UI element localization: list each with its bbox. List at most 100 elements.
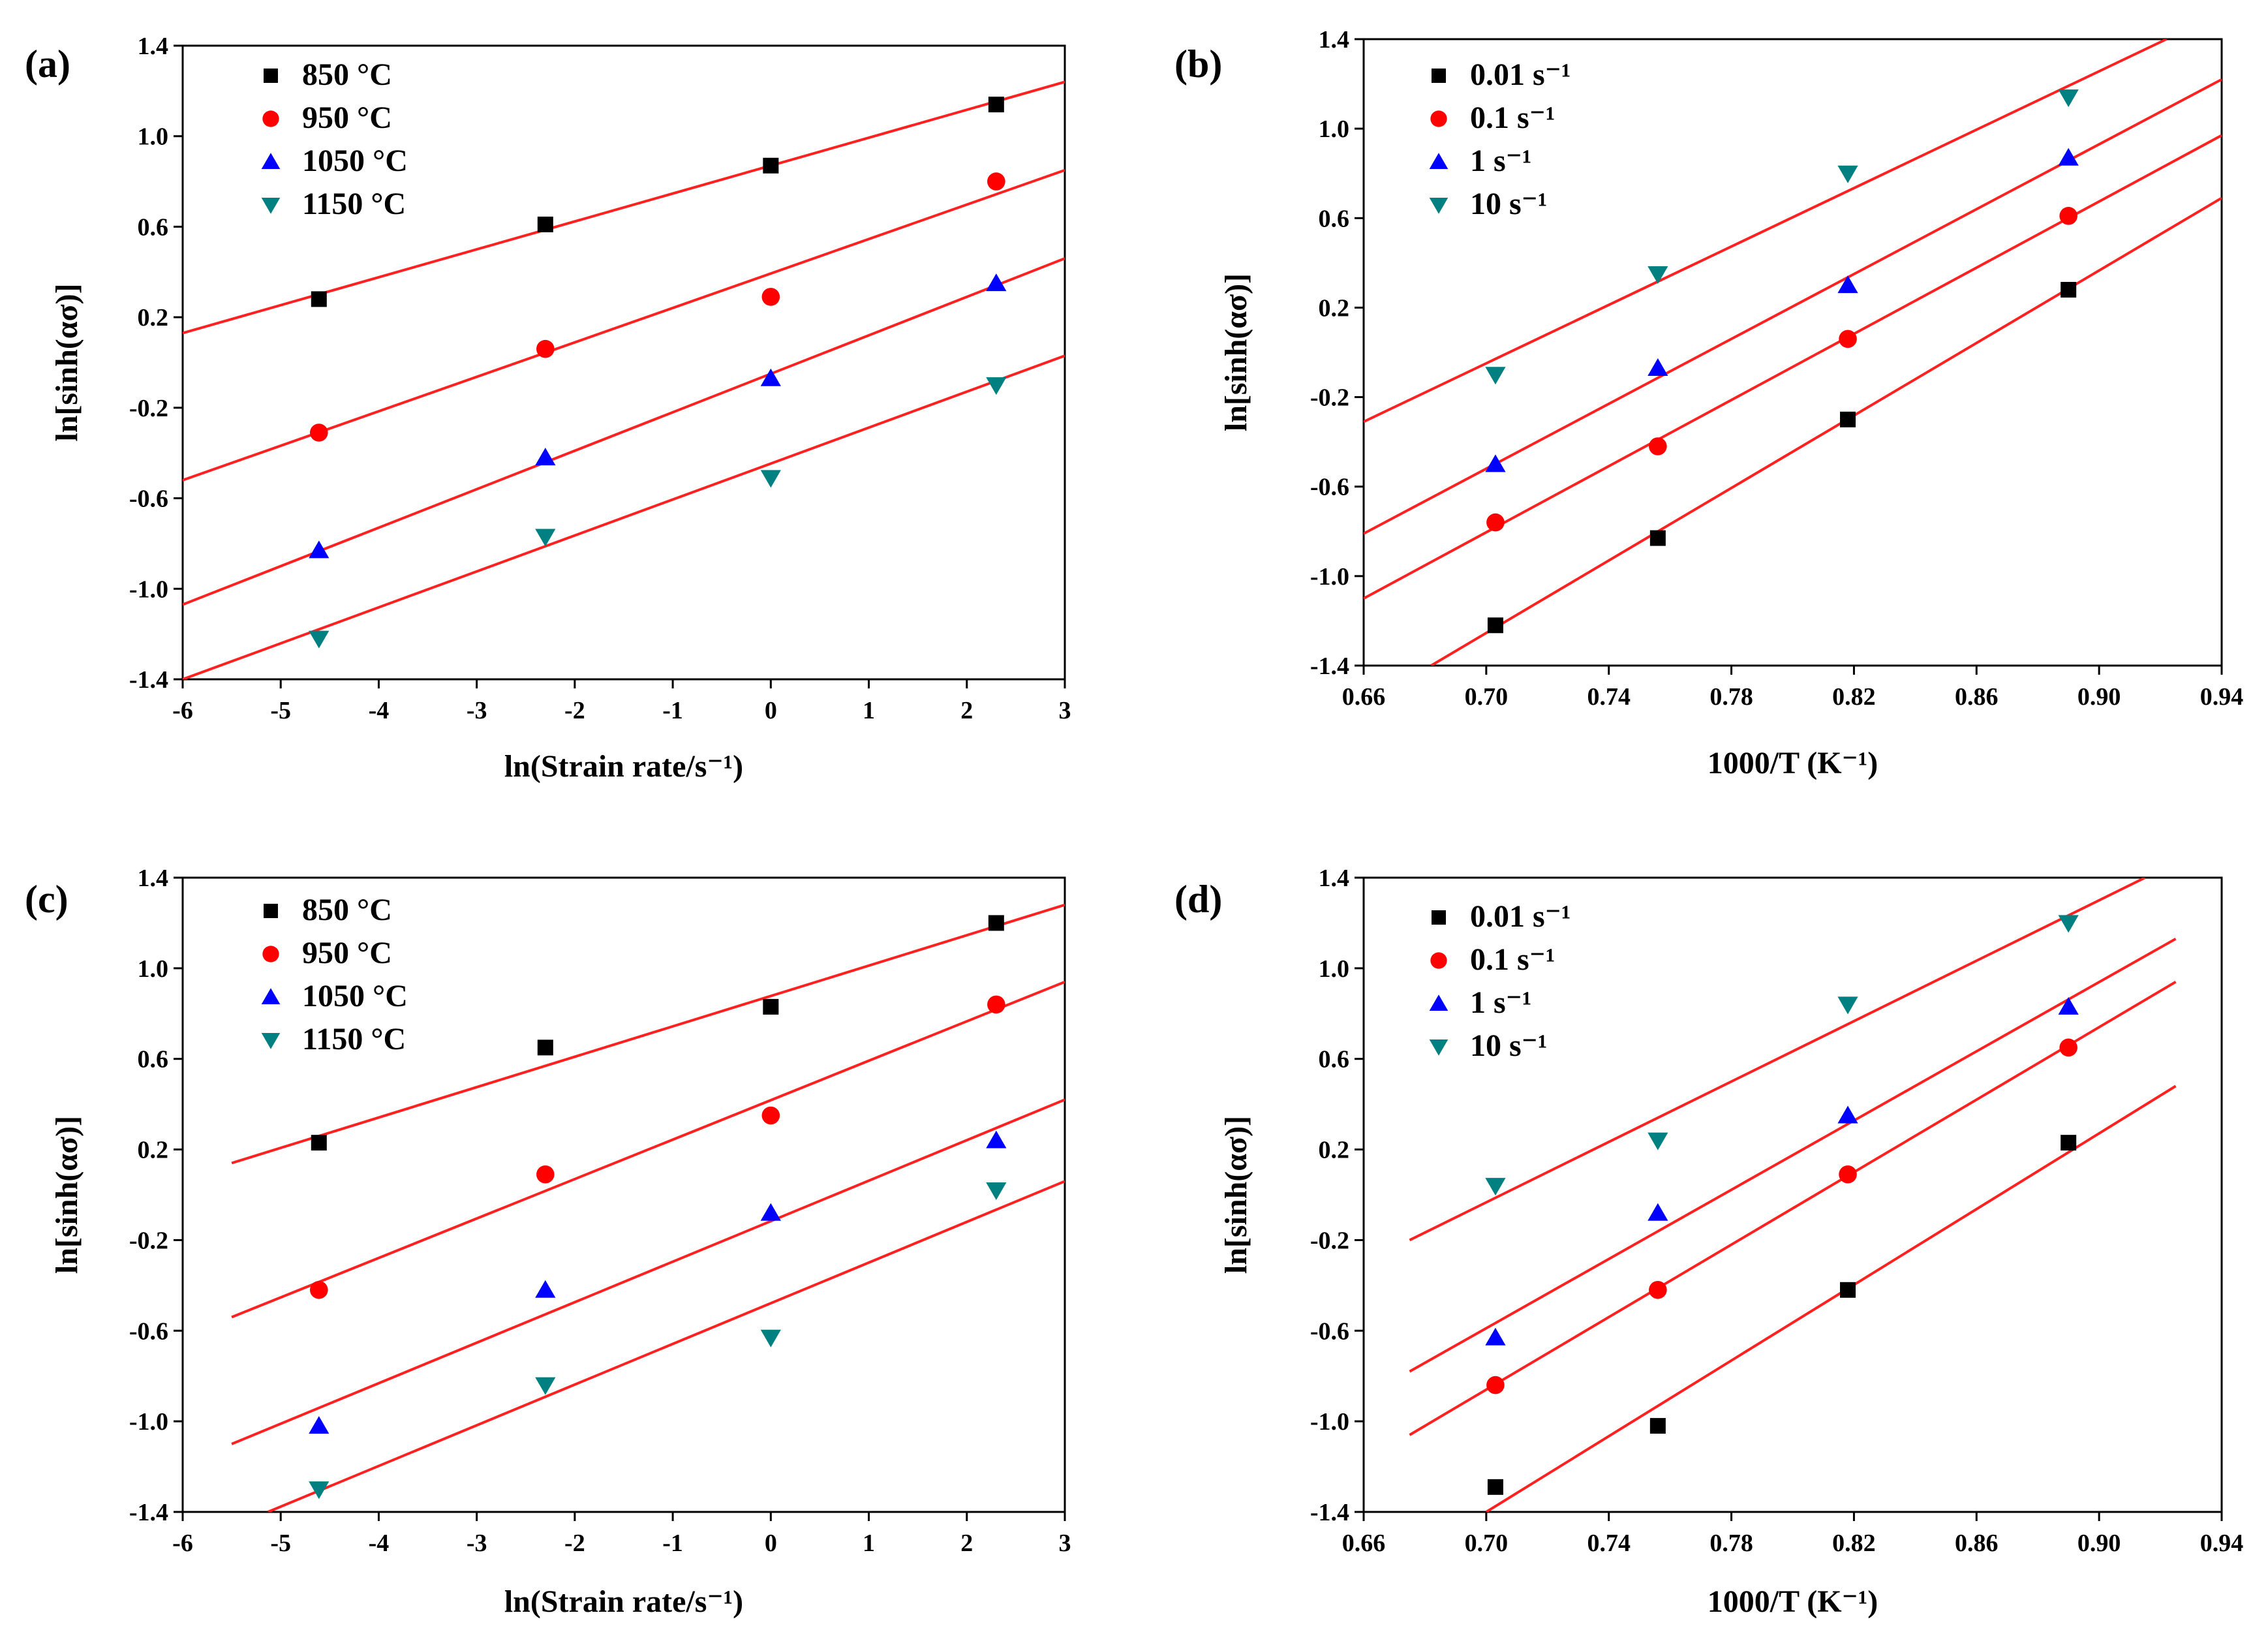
data-point-series-3: [1837, 275, 1858, 294]
fit-line-series-4: [1364, 39, 2168, 423]
x-tick-label: -3: [467, 1530, 487, 1557]
x-tick-label: 0.70: [1465, 683, 1509, 711]
panel-label: (c): [25, 878, 69, 921]
y-tick-label: -1.4: [129, 666, 168, 694]
data-point-series-3: [1485, 1327, 1506, 1346]
x-tick-label: 0.78: [1709, 1530, 1753, 1557]
data-point-series-4: [1647, 1132, 1668, 1150]
data-point-series-2: [1486, 513, 1505, 532]
data-point-series-4: [760, 1329, 781, 1347]
y-axis-label: ln[sinh(ασ)]: [50, 1116, 84, 1274]
x-tick-label: 0.74: [1587, 1530, 1631, 1557]
x-tick-label: 0.86: [1955, 1530, 1999, 1557]
data-point-series-2: [1649, 437, 1667, 455]
data-point-series-1: [1840, 411, 1856, 427]
fit-line-series-1: [1485, 1085, 2177, 1512]
data-point-series-1: [2061, 282, 2077, 298]
data-point-series-4: [1647, 266, 1668, 284]
data-point-series-1: [537, 216, 553, 232]
legend-marker-series-3: [1429, 153, 1448, 169]
x-axis-label: ln(Strain rate/s⁻¹): [504, 749, 743, 784]
y-tick-label: 1.4: [138, 865, 169, 892]
data-point-series-1: [2061, 1135, 2077, 1151]
data-point-series-2: [1486, 1376, 1505, 1394]
fit-line-series-2: [1364, 134, 2222, 600]
panel-label: (d): [1174, 878, 1222, 921]
data-point-series-4: [535, 1377, 556, 1395]
x-tick-label: 0.82: [1832, 1530, 1876, 1557]
y-tick-label: 1.0: [138, 955, 169, 983]
legend-label-series-2: 0.1 s⁻¹: [1470, 942, 1555, 977]
y-tick-label: 0.6: [1319, 205, 1350, 232]
legend-label-series-4: 10 s⁻¹: [1470, 1028, 1547, 1063]
x-tick-label: -5: [270, 697, 291, 724]
data-point-series-3: [1647, 358, 1668, 376]
legend-marker-series-1: [264, 904, 278, 918]
plot-frame: [1362, 876, 2223, 1513]
fit-line-series-2: [231, 980, 1065, 1319]
x-tick-label: 2: [960, 697, 973, 724]
legend-label-series-4: 1150 °C: [302, 1022, 406, 1056]
chart-panel-a: -6 -5 -4 -3 -2 -1 0 1 2 3 -1.4 -1.0 -0.6 -0.2 0.2 0.6 1.…: [25, 33, 1071, 784]
data-point-series-1: [537, 1039, 553, 1056]
y-tick-label: -0.2: [1310, 384, 1349, 412]
y-tick-label: 1.4: [138, 33, 169, 60]
data-point-series-4: [1485, 367, 1506, 385]
legend-marker-series-4: [261, 1033, 281, 1049]
data-point-series-3: [760, 1203, 781, 1221]
data-point-series-3: [986, 273, 1007, 292]
x-tick-label: 0.66: [1342, 683, 1386, 711]
x-tick-label: -1: [662, 697, 683, 724]
data-point-series-2: [2059, 207, 2077, 225]
fit-line-series-3: [183, 257, 1065, 606]
fit-line-series-2: [183, 168, 1065, 482]
x-tick-label: 0.66: [1342, 1530, 1386, 1557]
y-tick-label: -0.6: [1310, 1317, 1349, 1345]
x-tick-label: -3: [467, 697, 487, 724]
legend-marker-series-2: [1430, 110, 1447, 127]
plot-frame: [181, 44, 1066, 681]
y-tick-label: 0.6: [1319, 1046, 1350, 1073]
y-tick-label: 1.0: [138, 123, 169, 151]
x-tick-label: 0.94: [2200, 683, 2244, 711]
y-tick-label: -0.2: [129, 1227, 168, 1254]
data-point-series-2: [761, 288, 780, 306]
x-tick-label: -4: [369, 1530, 390, 1557]
x-tick-label: 0: [765, 697, 777, 724]
data-point-series-1: [1487, 617, 1503, 634]
y-axis-label: ln[sinh(ασ)]: [50, 283, 84, 441]
fit-line-series-1: [231, 903, 1065, 1165]
legend-label-series-3: 1 s⁻¹: [1470, 144, 1531, 178]
data-point-series-4: [309, 630, 329, 649]
fit-line-series-2: [1409, 980, 2177, 1436]
legend-marker-series-2: [262, 110, 279, 127]
legend-label-series-3: 1050 °C: [302, 979, 408, 1013]
y-tick-label: -1.4: [1310, 1499, 1349, 1526]
data-point-series-3: [986, 1130, 1007, 1148]
x-tick-label: 3: [1059, 1530, 1071, 1557]
legend-marker-series-4: [261, 198, 281, 214]
y-tick-label: -1.0: [129, 1408, 168, 1436]
y-tick-label: 0.2: [1319, 1137, 1350, 1164]
fit-line-series-4: [267, 1180, 1065, 1512]
y-tick-label: -1.0: [1310, 563, 1349, 591]
x-tick-label: 2: [960, 1530, 973, 1557]
y-tick-label: 1.4: [1319, 26, 1350, 54]
data-point-series-2: [1839, 1165, 1857, 1184]
legend-marker-series-3: [261, 153, 281, 169]
data-point-series-4: [760, 470, 781, 488]
legend-label-series-2: 950 °C: [302, 936, 392, 970]
x-tick-label: 0.90: [2077, 1530, 2121, 1557]
data-point-series-4: [2058, 89, 2079, 108]
data-point-series-3: [2058, 996, 2079, 1015]
y-tick-label: 0.2: [138, 304, 169, 331]
y-axis-label: ln[sinh(ασ)]: [1219, 273, 1253, 431]
data-point-series-4: [535, 529, 556, 547]
y-tick-label: -0.2: [1310, 1227, 1349, 1254]
chart-panel-b: 0.66 0.70 0.74 0.78 0.82 0.86 0.90 0.94 -1.4 -1.0…: [1174, 26, 2243, 780]
x-tick-label: -6: [172, 697, 193, 724]
y-tick-label: -1.0: [1310, 1408, 1349, 1436]
legend-marker-series-3: [261, 988, 281, 1004]
legend-label-series-1: 850 °C: [302, 893, 392, 927]
